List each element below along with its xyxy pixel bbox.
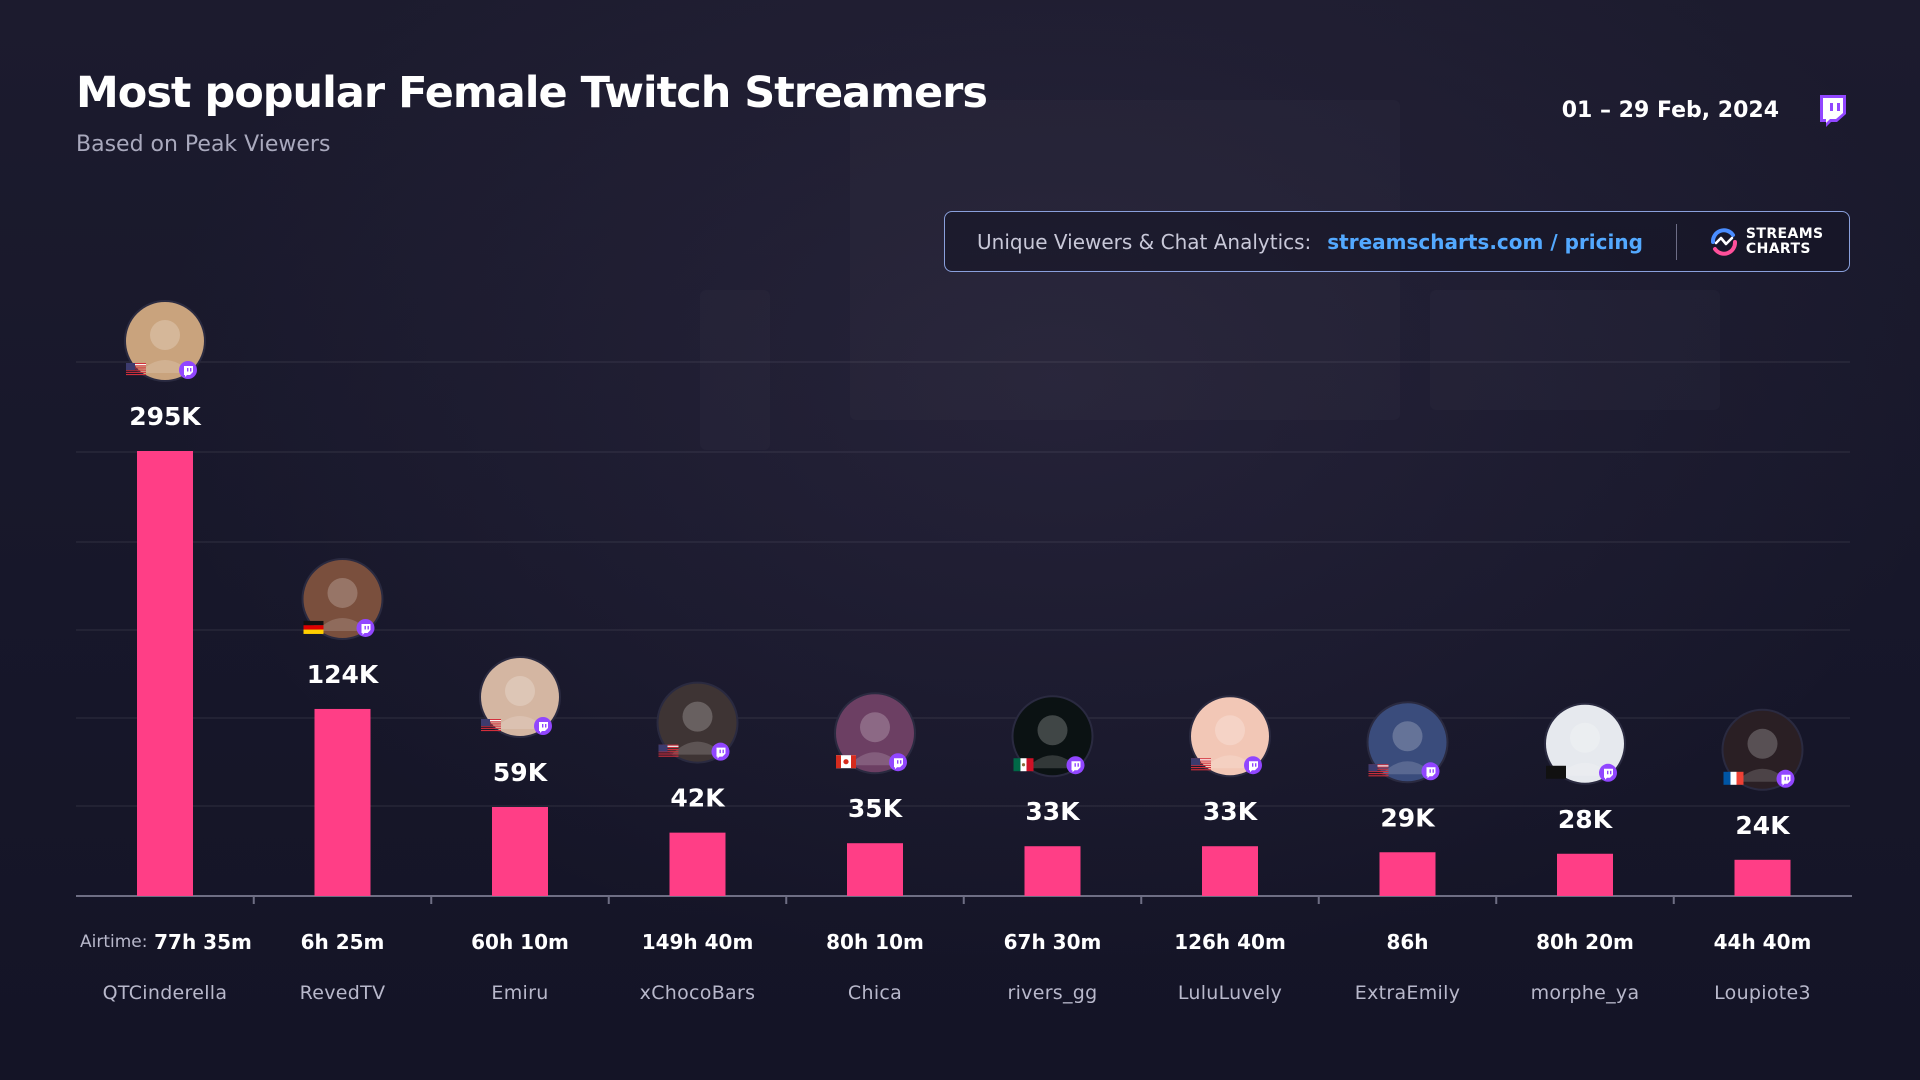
value-label: 33K: [1203, 797, 1259, 826]
date-range: 01 – 29 Feb, 2024: [1561, 98, 1779, 123]
avatar-xChocoBars[interactable]: [656, 681, 739, 764]
value-label: 24K: [1735, 811, 1791, 840]
avatar-Emiru[interactable]: [479, 656, 561, 738]
avatar-Loupiote3[interactable]: [1721, 708, 1804, 791]
bar-Chica[interactable]: [847, 843, 903, 896]
chart-subtitle: Based on Peak Viewers: [76, 132, 331, 157]
airtime-value: 77h 35m: [154, 930, 252, 954]
flag-de-icon: [303, 620, 324, 634]
bar-morphe_ya[interactable]: [1557, 853, 1613, 896]
value-label: 295K: [129, 402, 202, 431]
value-label: 35K: [848, 794, 904, 823]
airtime-value: 149h 40m: [641, 930, 754, 954]
avatar-RevedTV[interactable]: [301, 557, 384, 640]
bar-QTCinderella[interactable]: [137, 451, 193, 896]
airtime-value: 60h 10m: [471, 930, 569, 954]
avatar-morphe_ya[interactable]: [1544, 702, 1626, 785]
airtime-value: 80h 10m: [826, 930, 924, 954]
flag-jp-icon: [1546, 765, 1566, 779]
flag-us-icon: [658, 744, 679, 757]
bar-xChocoBars[interactable]: [669, 832, 726, 896]
flag-us-icon: [1368, 764, 1389, 777]
airtime-value: 44h 40m: [1713, 930, 1812, 954]
twitch-badge-icon: [889, 753, 907, 772]
value-label: 124K: [307, 660, 380, 689]
value-label: 29K: [1380, 803, 1436, 832]
streamer-name[interactable]: xChocoBars: [639, 982, 756, 1004]
airtime-value: 80h 20m: [1536, 930, 1634, 954]
avatar-Chica[interactable]: [834, 692, 916, 775]
bar-RevedTV[interactable]: [314, 708, 371, 896]
avatar-rivers_gg[interactable]: [1011, 695, 1094, 778]
airtime-value: 6h 25m: [300, 930, 385, 954]
streamer-name[interactable]: Loupiote3: [1714, 982, 1811, 1004]
streams-charts-icon: [1710, 227, 1737, 256]
streams-charts-wordmark: STREAMS CHARTS: [1745, 225, 1824, 257]
value-label: 59K: [493, 758, 549, 787]
bar-Emiru[interactable]: [492, 807, 548, 896]
avatar-LuluLuvely[interactable]: [1189, 695, 1271, 778]
streamer-name[interactable]: morphe_ya: [1530, 982, 1640, 1004]
streamer-name[interactable]: rivers_gg: [1007, 982, 1098, 1004]
airtime-value: 67h 30m: [1003, 930, 1102, 954]
flag-us-icon: [126, 363, 146, 376]
value-label: 33K: [1025, 797, 1081, 826]
bar-LuluLuvely[interactable]: [1202, 846, 1258, 896]
promo-text: Unique Viewers & Chat Analytics:: [977, 229, 1312, 254]
avatar-ExtraEmily[interactable]: [1366, 701, 1449, 784]
brand-line-2: CHARTS: [1745, 240, 1811, 257]
twitch-badge-icon: [1066, 756, 1085, 775]
twitch-badge-icon: [1421, 762, 1440, 781]
pricing-link[interactable]: streamscharts.com / pricing: [1327, 229, 1643, 254]
twitch-badge-icon: [356, 618, 375, 637]
streams-charts-logo[interactable]: STREAMS CHARTS: [1708, 226, 1824, 258]
flag-ca-icon: [836, 755, 856, 769]
value-label: 28K: [1558, 805, 1614, 834]
flag-us-icon: [1191, 758, 1211, 771]
streamer-name[interactable]: Chica: [847, 982, 903, 1004]
twitch-badge-icon: [1244, 756, 1262, 775]
brand-line-1: STREAMS: [1745, 225, 1824, 242]
streamer-name[interactable]: Emiru: [491, 982, 549, 1004]
promo-banner[interactable]: Unique Viewers & Chat Analytics: streams…: [944, 211, 1850, 272]
avatar-QTCinderella[interactable]: [124, 300, 206, 382]
twitch-badge-icon: [179, 361, 197, 379]
flag-us-icon: [481, 719, 501, 732]
chart-title: Most popular Female Twitch Streamers: [76, 68, 988, 118]
flag-mx-icon: [1013, 758, 1034, 772]
twitch-badge-icon: [1776, 769, 1795, 788]
twitch-icon: [1820, 95, 1846, 127]
airtime-label: Airtime:: [80, 932, 148, 952]
bar-ExtraEmily[interactable]: [1379, 852, 1436, 896]
airtime-value: 86h: [1386, 930, 1429, 954]
streamer-name[interactable]: RevedTV: [299, 982, 386, 1004]
streamer-name[interactable]: QTCinderella: [102, 982, 228, 1004]
bar-Loupiote3[interactable]: [1734, 859, 1791, 896]
twitch-badge-icon: [1599, 763, 1617, 782]
twitch-badge-icon: [534, 717, 552, 735]
twitch-badge-icon: [711, 742, 730, 761]
promo-divider: [1675, 223, 1677, 260]
flag-fr-icon: [1723, 771, 1744, 785]
bar-rivers_gg[interactable]: [1024, 846, 1081, 896]
streamer-name[interactable]: ExtraEmily: [1354, 982, 1461, 1004]
value-label: 42K: [670, 784, 726, 813]
airtime-value: 126h 40m: [1174, 930, 1286, 954]
streamer-name[interactable]: LuluLuvely: [1177, 982, 1283, 1004]
